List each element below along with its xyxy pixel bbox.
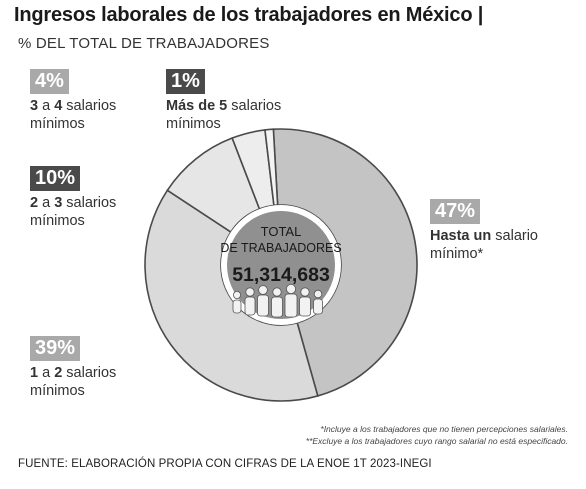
footnotes: *Incluye a los trabajadores que no tiene…	[306, 423, 568, 447]
slice-label-mas-5: 1% Más de 5 salarios mínimos	[166, 69, 282, 132]
chart-subtitle: % DEL TOTAL DE TRABAJADORES	[18, 35, 270, 52]
center-total: 51,314,683	[232, 264, 330, 286]
pct-badge: 1%	[166, 69, 205, 94]
pct-badge: 47%	[430, 199, 481, 224]
slice-label-3-4: 4% 3 a 4 salarios mínimos	[30, 69, 117, 132]
pct-badge: 4%	[30, 69, 69, 94]
footnote-2: **Excluye a los trabajadores cuyo rango …	[305, 436, 568, 446]
slice-label-1-2: 39% 1 a 2 salarios mínimos	[30, 336, 117, 399]
pct-badge: 39%	[30, 336, 81, 361]
center-line1: TOTAL	[261, 224, 302, 239]
chart-title: Ingresos laborales de los trabajadores e…	[14, 4, 484, 26]
center-line2: DE TRABAJADORES	[220, 241, 341, 255]
slice-label-hasta-un: 47% Hasta un salario mínimo*	[430, 199, 538, 262]
source-note: FUENTE: ELABORACIÓN PROPIA CON CIFRAS DE…	[18, 458, 432, 470]
pct-badge: 10%	[30, 166, 81, 191]
donut-slices	[144, 128, 418, 402]
footnote-1: *Incluye a los trabajadores que no tiene…	[320, 424, 568, 434]
workers-icon	[232, 283, 323, 318]
slice-label-2-3: 10% 2 a 3 salarios mínimos	[30, 166, 117, 229]
